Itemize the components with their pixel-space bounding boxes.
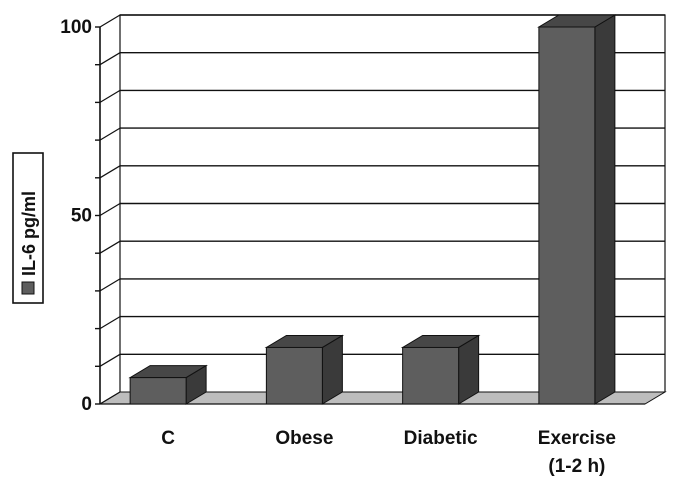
bar-front bbox=[129, 377, 187, 405]
side-wall-line bbox=[99, 202, 121, 217]
bar-0 bbox=[128, 364, 208, 405]
side-wall-line bbox=[99, 316, 121, 330]
legend: IL-6 pg/ml bbox=[12, 152, 44, 304]
x-tick-label: Obese bbox=[275, 428, 333, 449]
side-wall-line bbox=[99, 14, 121, 28]
x-tick-label-line: Obese bbox=[275, 428, 333, 449]
x-tick-label: C bbox=[161, 428, 175, 449]
side-wall-line bbox=[99, 353, 121, 367]
bar-2 bbox=[400, 334, 481, 405]
y-tick-label: 0 bbox=[81, 394, 92, 415]
side-wall-line bbox=[99, 127, 121, 141]
legend-box bbox=[12, 152, 44, 304]
bar-front bbox=[265, 346, 323, 405]
bar-1 bbox=[264, 334, 345, 405]
side-wall-line bbox=[99, 165, 121, 179]
side-wall-line bbox=[99, 52, 121, 66]
legend-swatch bbox=[21, 281, 35, 295]
side-wall-line bbox=[99, 278, 121, 292]
bar-front bbox=[538, 26, 596, 405]
side-wall-line bbox=[99, 240, 121, 254]
bar-side bbox=[594, 14, 616, 405]
x-tick-label-line: C bbox=[161, 428, 175, 449]
x-tick-label-line: Exercise bbox=[538, 428, 616, 449]
x-tick-label: Diabetic bbox=[404, 428, 478, 449]
x-tick-label-line: (1-2 h) bbox=[548, 456, 605, 477]
y-tick-label: 100 bbox=[60, 17, 92, 38]
side-wall-line bbox=[99, 89, 121, 103]
legend-label: IL-6 pg/ml bbox=[19, 191, 39, 276]
x-tick-label-line: Diabetic bbox=[404, 428, 478, 449]
y-tick-label: 50 bbox=[71, 206, 92, 227]
x-tick-label: Exercise (1-2 h) bbox=[538, 428, 616, 477]
side-wall-line bbox=[99, 391, 121, 405]
bar-3 bbox=[537, 14, 617, 405]
bar-front bbox=[402, 346, 460, 405]
